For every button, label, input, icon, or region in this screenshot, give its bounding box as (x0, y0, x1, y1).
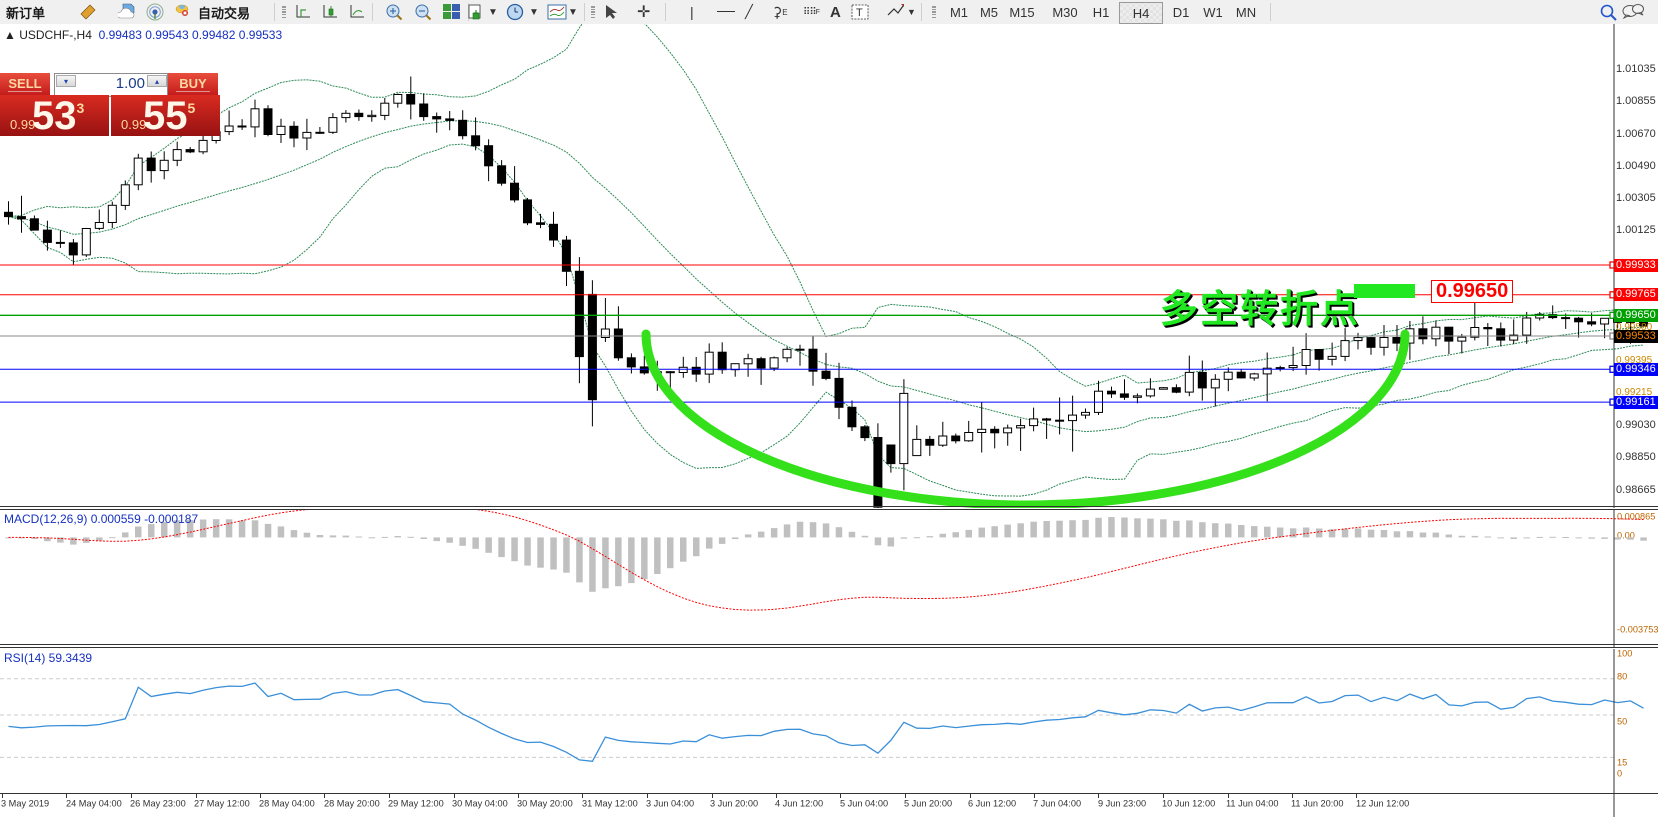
svg-text:T: T (856, 7, 863, 19)
